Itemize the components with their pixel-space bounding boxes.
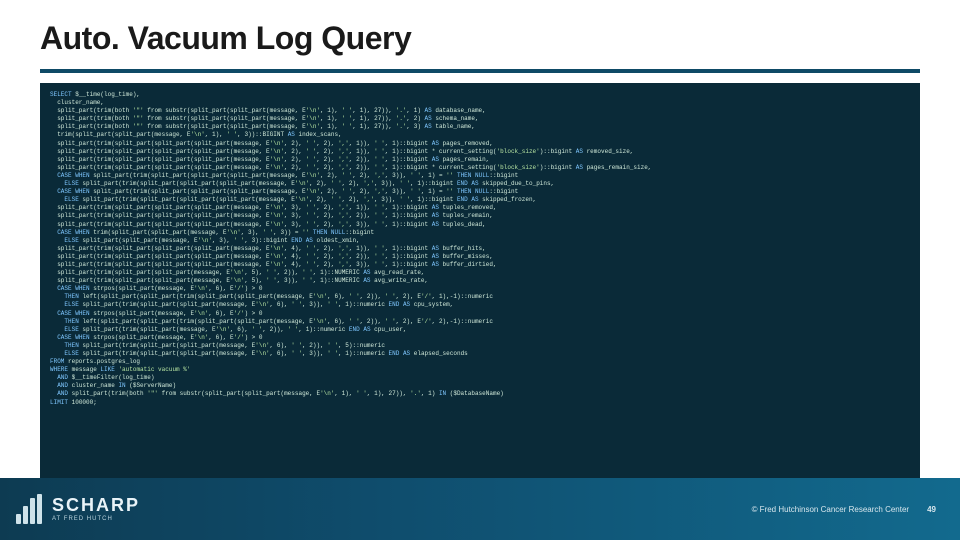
logo-main-text: SCHARP (52, 496, 140, 514)
footer: SCHARP AT FRED HUTCH © Fred Hutchinson C… (0, 478, 960, 540)
logo-sub-text: AT FRED HUTCH (52, 516, 140, 522)
title-underline (40, 69, 920, 73)
logo-bar (23, 506, 28, 524)
logo-bar (37, 494, 42, 524)
logo-text: SCHARP AT FRED HUTCH (52, 496, 140, 522)
slide-root: Auto. Vacuum Log Query SELECT $__time(lo… (0, 0, 960, 540)
page-number: 49 (927, 505, 936, 514)
page-title: Auto. Vacuum Log Query (40, 20, 920, 57)
logo-bars-icon (16, 494, 42, 524)
logo-bar (30, 498, 35, 524)
footer-right: © Fred Hutchinson Cancer Research Center… (752, 505, 936, 514)
title-wrap: Auto. Vacuum Log Query (0, 0, 960, 63)
logo-bar (16, 514, 21, 524)
logo: SCHARP AT FRED HUTCH (16, 494, 140, 524)
sql-code-block: SELECT $__time(log_time), cluster_name, … (40, 83, 920, 493)
copyright-text: © Fred Hutchinson Cancer Research Center (752, 505, 910, 514)
